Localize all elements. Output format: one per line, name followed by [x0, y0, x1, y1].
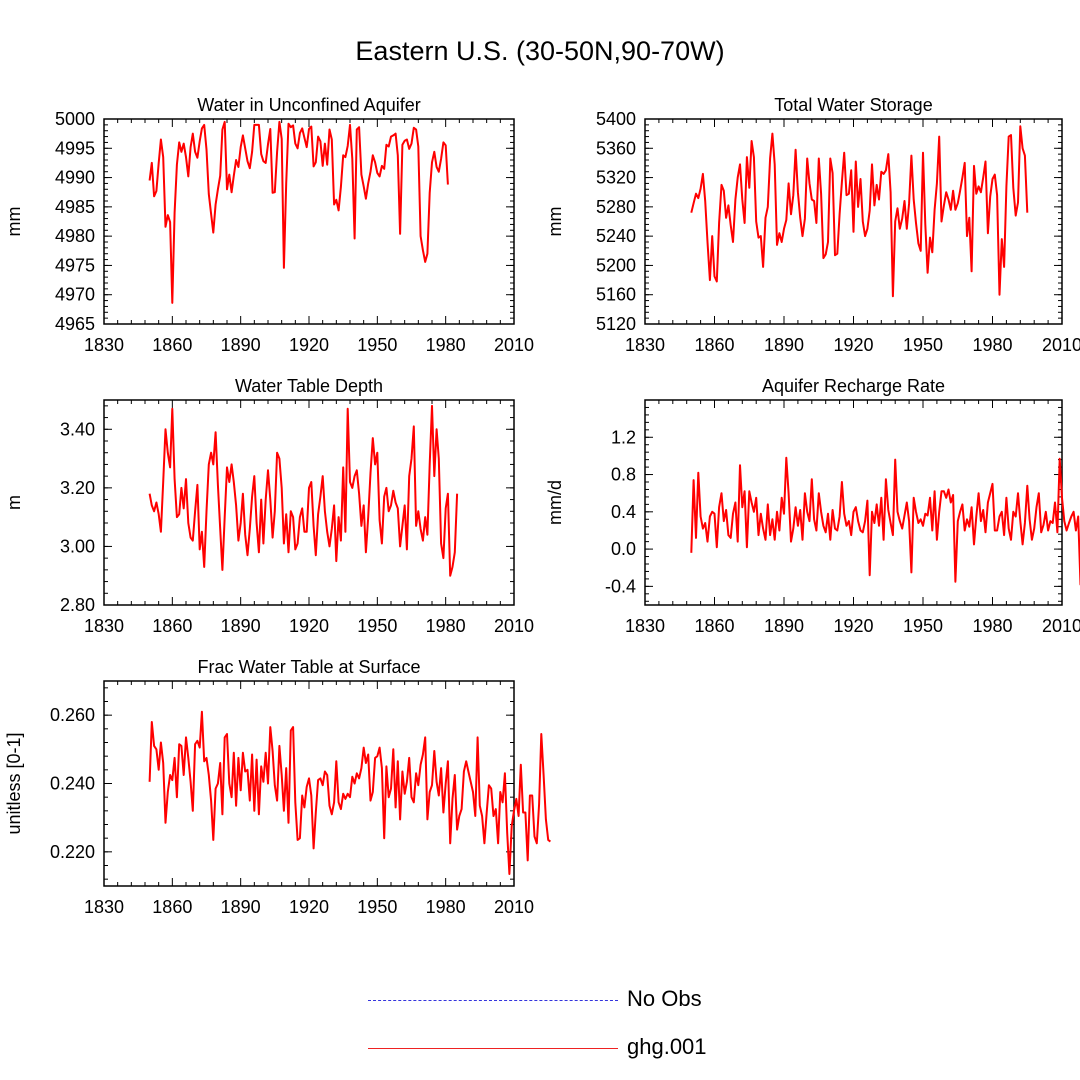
- y-tick-label: 0.4: [611, 502, 636, 522]
- y-tick-label: 5360: [596, 138, 636, 158]
- y-tick-label: 5400: [596, 109, 636, 129]
- x-tick-label: 1950: [357, 897, 397, 917]
- x-tick-label: 1920: [833, 616, 873, 636]
- x-tick-label: 1830: [625, 616, 665, 636]
- series-line: [148, 710, 552, 875]
- chart-title: Total Water Storage: [774, 95, 932, 115]
- x-tick-label: 1980: [972, 616, 1012, 636]
- legend: No Obs ghg.001: [360, 980, 760, 1070]
- chart-title: Water Table Depth: [235, 376, 383, 396]
- y-tick-label: 0.260: [50, 705, 95, 725]
- y-tick-label: 4990: [55, 168, 95, 188]
- series-line: [690, 125, 1029, 298]
- y-tick-label: 5160: [596, 285, 636, 305]
- y-axis-label: mm: [545, 207, 565, 237]
- x-tick-label: 1920: [289, 335, 329, 355]
- y-tick-label: 5280: [596, 197, 636, 217]
- y-axis-label: m: [4, 495, 24, 510]
- x-tick-label: 1890: [221, 335, 261, 355]
- series-line: [148, 404, 459, 577]
- y-tick-label: 3.20: [60, 478, 95, 498]
- x-tick-label: 1920: [833, 335, 873, 355]
- x-tick-label: 1890: [221, 616, 261, 636]
- legend-swatch-solid: [368, 1048, 618, 1049]
- plot-frame: [644, 399, 1063, 606]
- chart-title: Aquifer Recharge Rate: [762, 376, 945, 396]
- chart-panel-2: Total Water Storage mm 1830 1860 1890 1920 195…: [545, 95, 1080, 355]
- x-tick-label: 1950: [903, 335, 943, 355]
- plots-canvas: Water in Unconfined Aquifer mm 1830 1860 189…: [4, 95, 1080, 917]
- x-tick-label: 2010: [494, 897, 534, 917]
- x-tick-label: 1950: [357, 616, 397, 636]
- x-tick-label: 1980: [972, 335, 1012, 355]
- x-tick-label: 1980: [426, 335, 466, 355]
- y-tick-label: 0.220: [50, 842, 95, 862]
- y-axis-label: unitless [0-1]: [4, 732, 24, 834]
- y-tick-label: 4985: [55, 197, 95, 217]
- x-tick-label: 1950: [903, 616, 943, 636]
- x-tick-label: 1920: [289, 616, 329, 636]
- x-tick-label: 1860: [694, 335, 734, 355]
- y-tick-label: 1.2: [611, 427, 636, 447]
- chart-panel-4: Aquifer Recharge Rate mm/d 1830 1860 1890 192…: [545, 376, 1080, 636]
- y-tick-label: 5320: [596, 168, 636, 188]
- x-tick-label: 2010: [494, 616, 534, 636]
- legend-swatch-dashed: [368, 1000, 618, 1001]
- y-tick-label: 0.0: [611, 539, 636, 559]
- chart-panel-3: Water Table Depth m 1830 1860 1890 1920 1950 19…: [4, 376, 534, 636]
- x-tick-label: 1980: [426, 616, 466, 636]
- y-tick-label: 4965: [55, 314, 95, 334]
- x-tick-label: 1860: [152, 897, 192, 917]
- y-tick-label: 4975: [55, 255, 95, 275]
- y-tick-label: 5000: [55, 109, 95, 129]
- x-tick-label: 1860: [152, 616, 192, 636]
- x-tick-label: 1830: [625, 335, 665, 355]
- chart-panel-1: Water in Unconfined Aquifer mm 1830 1860 189…: [4, 95, 534, 355]
- x-tick-label: 1950: [357, 335, 397, 355]
- x-tick-label: 1860: [152, 335, 192, 355]
- y-tick-label: 0.8: [611, 465, 636, 485]
- x-tick-label: 1890: [764, 616, 804, 636]
- x-tick-label: 1920: [289, 897, 329, 917]
- legend-label: ghg.001: [627, 1034, 707, 1059]
- x-tick-label: 1830: [84, 616, 124, 636]
- y-tick-label: 5240: [596, 226, 636, 246]
- series-line: [690, 456, 1080, 586]
- y-tick-label: 4970: [55, 285, 95, 305]
- x-tick-label: 2010: [1042, 335, 1080, 355]
- y-tick-label: -0.4: [605, 576, 636, 596]
- x-tick-label: 1980: [426, 897, 466, 917]
- y-tick-label: 5200: [596, 255, 636, 275]
- x-tick-label: 2010: [1042, 616, 1080, 636]
- y-tick-label: 3.40: [60, 419, 95, 439]
- chart-title: Water in Unconfined Aquifer: [197, 95, 420, 115]
- x-tick-label: 1830: [84, 897, 124, 917]
- x-tick-label: 1860: [694, 616, 734, 636]
- x-tick-label: 1830: [84, 335, 124, 355]
- series-line: [148, 120, 449, 304]
- y-tick-label: 4995: [55, 138, 95, 158]
- chart-title: Frac Water Table at Surface: [197, 657, 420, 677]
- figure-title: Eastern U.S. (30-50N,90-70W): [355, 36, 725, 66]
- y-axis-label: mm: [4, 207, 24, 237]
- y-tick-label: 4980: [55, 226, 95, 246]
- x-tick-label: 2010: [494, 335, 534, 355]
- y-tick-label: 0.240: [50, 774, 95, 794]
- x-tick-label: 1890: [221, 897, 261, 917]
- y-tick-label: 2.80: [60, 595, 95, 615]
- chart-panel-5: Frac Water Table at Surface unitless [0-1…: [4, 657, 552, 917]
- legend-label: No Obs: [627, 986, 702, 1011]
- y-axis-label: mm/d: [545, 480, 565, 525]
- legend-item-ghg: ghg.001: [360, 1028, 760, 1068]
- x-tick-label: 1890: [764, 335, 804, 355]
- y-tick-label: 5120: [596, 314, 636, 334]
- legend-item-no-obs: No Obs: [360, 980, 760, 1020]
- y-tick-label: 3.00: [60, 536, 95, 556]
